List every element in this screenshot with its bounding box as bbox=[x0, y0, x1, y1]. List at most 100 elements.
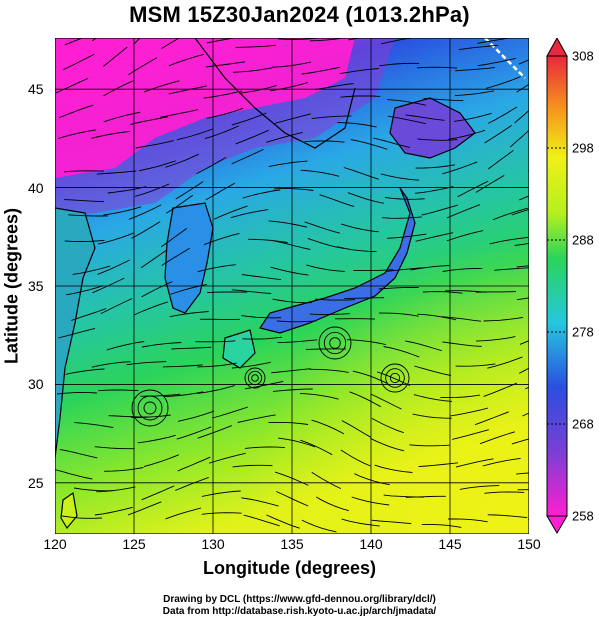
streamline bbox=[311, 115, 352, 120]
streamline bbox=[341, 420, 371, 438]
streamline bbox=[104, 467, 144, 472]
streamline bbox=[441, 316, 482, 322]
streamline bbox=[386, 233, 427, 239]
streamline bbox=[409, 444, 450, 447]
streamline bbox=[273, 188, 314, 191]
streamline bbox=[64, 199, 105, 203]
streamline bbox=[205, 182, 235, 201]
streamline bbox=[268, 421, 309, 425]
streamline bbox=[130, 414, 171, 419]
streamline bbox=[487, 356, 523, 369]
streamline bbox=[233, 67, 273, 73]
streamline bbox=[272, 388, 313, 392]
streamline bbox=[309, 368, 349, 373]
streamline bbox=[381, 38, 415, 45]
credit-line-2: Data from http://database.rish.kyoto-u.a… bbox=[162, 606, 437, 617]
streamline bbox=[94, 446, 135, 450]
streamline bbox=[452, 429, 489, 440]
credit-text: Drawing by DCL (https://www.gfd-dennou.o… bbox=[0, 594, 599, 618]
streamline bbox=[405, 340, 442, 352]
streamline bbox=[171, 346, 212, 350]
streamline bbox=[340, 449, 371, 467]
streamline bbox=[479, 431, 515, 445]
x-tick-label: 135 bbox=[280, 536, 304, 552]
streamline bbox=[91, 130, 130, 139]
streamline bbox=[370, 437, 405, 452]
streamline bbox=[339, 68, 379, 75]
streamline bbox=[514, 109, 529, 124]
streamline bbox=[374, 464, 413, 473]
streamline bbox=[516, 472, 529, 475]
streamline bbox=[477, 57, 516, 67]
streamline bbox=[384, 196, 425, 200]
streamline bbox=[100, 298, 133, 315]
streamline bbox=[92, 277, 125, 294]
streamline bbox=[458, 44, 499, 51]
streamline bbox=[160, 109, 199, 118]
streamline bbox=[63, 170, 104, 173]
streamline bbox=[55, 469, 93, 480]
streamline bbox=[71, 308, 107, 321]
colorbar-tick-label: 278 bbox=[572, 324, 594, 340]
streamline bbox=[133, 38, 141, 45]
streamline bbox=[143, 454, 179, 468]
streamline bbox=[96, 486, 136, 493]
wind-eddy bbox=[329, 337, 341, 349]
streamline bbox=[197, 264, 236, 273]
streamline bbox=[475, 291, 517, 293]
streamline bbox=[417, 138, 458, 141]
streamline bbox=[131, 221, 161, 239]
streamline bbox=[57, 391, 97, 395]
streamline bbox=[516, 297, 529, 301]
streamline bbox=[176, 128, 213, 141]
streamline bbox=[97, 232, 134, 245]
streamline bbox=[163, 391, 204, 398]
streamline bbox=[208, 452, 246, 464]
streamline bbox=[58, 327, 96, 339]
streamline bbox=[450, 407, 489, 417]
streamline bbox=[197, 425, 232, 439]
colorbar-tick-label: 288 bbox=[572, 232, 594, 248]
streamline bbox=[103, 46, 128, 67]
streamline bbox=[442, 341, 482, 347]
streamline bbox=[309, 313, 350, 315]
streamline bbox=[455, 67, 495, 72]
streamline bbox=[487, 149, 514, 170]
streamline bbox=[444, 290, 485, 293]
streamline bbox=[268, 160, 308, 168]
streamline bbox=[270, 82, 308, 92]
streamline bbox=[276, 320, 317, 323]
streamline bbox=[457, 180, 489, 198]
streamline bbox=[418, 462, 459, 468]
streamline bbox=[165, 507, 202, 520]
streamline bbox=[243, 514, 280, 527]
x-tick-label: 130 bbox=[201, 536, 225, 552]
wind-eddy bbox=[389, 372, 401, 384]
streamline bbox=[343, 167, 379, 180]
streamline bbox=[370, 393, 402, 410]
streamline bbox=[385, 267, 426, 272]
streamline bbox=[522, 412, 529, 417]
x-tick-label: 145 bbox=[438, 536, 462, 552]
streamline bbox=[455, 458, 494, 468]
colorbar-tick-label: 258 bbox=[572, 508, 594, 524]
streamline bbox=[241, 497, 279, 507]
x-tick-label: 150 bbox=[517, 536, 541, 552]
streamline bbox=[128, 57, 157, 76]
russia-coast bbox=[194, 38, 356, 149]
streamline bbox=[517, 489, 529, 491]
streamline bbox=[241, 315, 282, 319]
streamline bbox=[341, 518, 380, 527]
streamline bbox=[247, 238, 288, 243]
streamline bbox=[58, 129, 96, 139]
streamline bbox=[348, 38, 363, 41]
streamline bbox=[381, 216, 422, 219]
streamline bbox=[143, 80, 180, 93]
streamline bbox=[477, 38, 512, 44]
streamline bbox=[141, 281, 173, 298]
streamline bbox=[203, 90, 243, 99]
streamline bbox=[62, 515, 102, 519]
streamline bbox=[311, 471, 342, 490]
streamline bbox=[343, 297, 385, 299]
streamline bbox=[448, 518, 488, 523]
